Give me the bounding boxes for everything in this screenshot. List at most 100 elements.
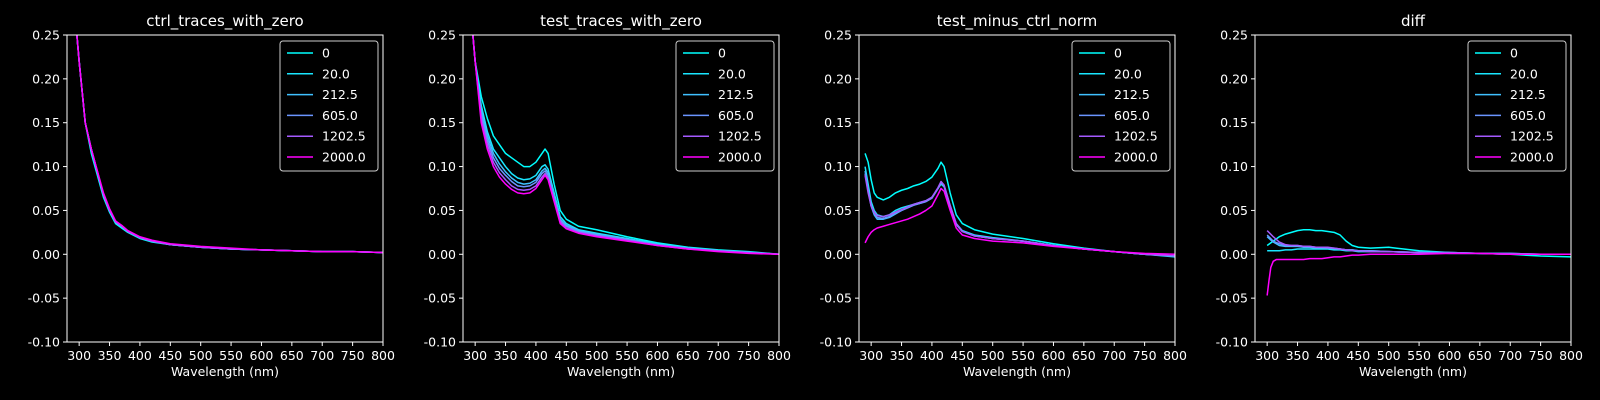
y-tick-label: 0.10 — [1220, 159, 1248, 174]
legend-label: 1202.5 — [1510, 129, 1554, 144]
series-group — [76, 35, 383, 254]
series-line-2000_0 — [864, 187, 1175, 256]
x-tick-label: 750 — [1529, 348, 1553, 363]
x-tick-label: 350 — [494, 348, 518, 363]
x-tick-label: 450 — [158, 348, 182, 363]
legend-label: 1202.5 — [1114, 129, 1158, 144]
x-tick-label: 800 — [1163, 348, 1187, 363]
series-line-605_0 — [472, 35, 779, 256]
x-tick-label: 350 — [98, 348, 122, 363]
y-tick-label: 0.25 — [428, 28, 456, 43]
legend-label: 0 — [718, 46, 726, 61]
y-tick-label: 0.00 — [1220, 247, 1248, 262]
legend-label: 0 — [1114, 46, 1122, 61]
y-tick-label: -0.05 — [820, 291, 852, 306]
legend: 0 20.0 212.5 605.0 1202.5 2000.0 — [1071, 40, 1171, 172]
y-tick-label: -0.05 — [1216, 291, 1248, 306]
x-tick-label: 700 — [1102, 348, 1126, 363]
legend-label: 212.5 — [718, 87, 754, 102]
y-tick-label: -0.10 — [820, 335, 852, 350]
plot-frame — [462, 34, 780, 343]
x-tick-label: 600 — [250, 348, 274, 363]
legend-label: 605.0 — [1114, 108, 1150, 123]
x-tick-label: 400 — [920, 348, 944, 363]
chart-panel-4: diff -0.10 -0.05 0.00 0.05 0.10 0.15 0.20 0.25 30… — [1216, 12, 1583, 379]
legend-label: 2000.0 — [322, 150, 366, 165]
x-tick-label: 350 — [890, 348, 914, 363]
y-tick-label: 0.10 — [32, 159, 60, 174]
legend-label: 605.0 — [718, 108, 754, 123]
x-tick-label: 600 — [1438, 348, 1462, 363]
chart-title: ctrl_traces_with_zero — [146, 12, 303, 31]
y-tick-label: -0.10 — [1216, 335, 1248, 350]
x-tick-label: 500 — [189, 348, 213, 363]
series-group — [1266, 228, 1571, 296]
y-tick-label: 0.15 — [428, 115, 456, 130]
x-tick-label: 400 — [524, 348, 548, 363]
x-tick-label: 400 — [1316, 348, 1340, 363]
x-tick-label: 800 — [767, 348, 791, 363]
legend-label: 0 — [1510, 46, 1518, 61]
x-tick-label: 650 — [1468, 348, 1492, 363]
legend-label: 605.0 — [322, 108, 358, 123]
x-tick-label: 300 — [67, 348, 91, 363]
x-tick-label: 550 — [1011, 348, 1035, 363]
x-tick-label: 750 — [737, 348, 761, 363]
legend-label: 212.5 — [1114, 87, 1150, 102]
y-tick-label: -0.05 — [28, 291, 60, 306]
x-tick-label: 400 — [128, 348, 152, 363]
y-tick-label: 0.15 — [824, 115, 852, 130]
x-tick-label: 700 — [706, 348, 730, 363]
x-tick-label: 650 — [280, 348, 304, 363]
y-tick-label: 0.05 — [1220, 203, 1248, 218]
x-tick-label: 550 — [219, 348, 243, 363]
y-tick-label: -0.05 — [424, 291, 456, 306]
y-tick-label: 0.05 — [428, 203, 456, 218]
x-tick-label: 500 — [981, 348, 1005, 363]
series-line-1202_5 — [864, 175, 1175, 257]
legend-label: 2000.0 — [718, 150, 762, 165]
legend: 0 20.0 212.5 605.0 1202.5 2000.0 — [675, 40, 775, 172]
plot-frame — [858, 34, 1176, 343]
legend-label: 2000.0 — [1510, 150, 1554, 165]
legend-label: 1202.5 — [718, 129, 762, 144]
series-line-2000_0 — [1266, 252, 1571, 296]
x-tick-label: 500 — [1377, 348, 1401, 363]
x-tick-label: 650 — [676, 348, 700, 363]
x-tick-label: 300 — [859, 348, 883, 363]
legend: 0 20.0 212.5 605.0 1202.5 2000.0 — [1467, 40, 1567, 172]
legend-label: 605.0 — [1510, 108, 1546, 123]
x-tick-label: 800 — [371, 348, 395, 363]
y-tick-label: 0.25 — [824, 28, 852, 43]
x-axis-label: Wavelength (nm) — [171, 364, 279, 379]
legend-label: 212.5 — [322, 87, 358, 102]
y-tick-label: 0.10 — [428, 159, 456, 174]
y-tick-label: 0.10 — [824, 159, 852, 174]
y-tick-label: 0.15 — [32, 115, 60, 130]
x-tick-label: 500 — [585, 348, 609, 363]
x-tick-label: 650 — [1072, 348, 1096, 363]
x-tick-label: 450 — [554, 348, 578, 363]
y-tick-label: -0.10 — [28, 335, 60, 350]
chart-title: test_traces_with_zero — [540, 12, 702, 31]
y-tick-label: 0.15 — [1220, 115, 1248, 130]
x-tick-label: 700 — [310, 348, 334, 363]
legend-label: 212.5 — [1510, 87, 1546, 102]
legend-label: 20.0 — [718, 66, 746, 81]
series-line-0 — [864, 153, 1175, 258]
x-axis-label: Wavelength (nm) — [1359, 364, 1467, 379]
x-tick-label: 600 — [646, 348, 670, 363]
chart-panel-1: ctrl_traces_with_zero -0.10 -0.05 0.00 0.05 0… — [28, 12, 395, 379]
x-axis-label: Wavelength (nm) — [963, 364, 1071, 379]
chart-panel-2: test_traces_with_zero -0.10 -0.05 0.00 0.05 0… — [424, 12, 791, 379]
plot-frame — [1254, 34, 1572, 343]
series-line-2000_0 — [76, 35, 383, 254]
y-tick-label: 0.00 — [32, 247, 60, 262]
x-tick-label: 700 — [1498, 348, 1522, 363]
series-line-0 — [472, 35, 779, 256]
y-tick-label: 0.20 — [824, 71, 852, 86]
y-tick-label: 0.20 — [32, 71, 60, 86]
y-tick-label: 0.00 — [824, 247, 852, 262]
series-line-20_0 — [472, 35, 779, 256]
